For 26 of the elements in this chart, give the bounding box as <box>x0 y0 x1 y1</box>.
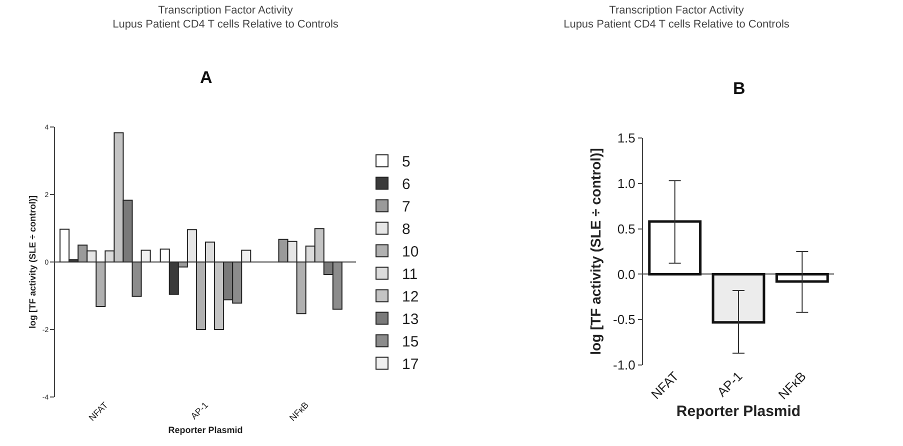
text: A <box>200 68 212 87</box>
legend-label: 5 <box>402 154 410 171</box>
text: B <box>733 79 746 98</box>
legend-label: 6 <box>402 176 410 194</box>
legend-label: 17 <box>402 356 419 374</box>
legend-label: 15 <box>402 334 419 351</box>
y-axis-title: log [TF activity (SLE ÷ control)] <box>588 148 604 355</box>
legend-label: 10 <box>402 244 419 261</box>
x-axis-title: Reporter Plasmid <box>168 424 243 435</box>
legend-label: 12 <box>402 288 419 306</box>
legend-label: 13 <box>402 311 419 328</box>
y-tick-label: -0.5 <box>612 312 636 328</box>
legend-label: 8 <box>402 221 410 238</box>
chart-title: Transcription Factor Activity <box>609 4 744 16</box>
chart-title: Transcription Factor Activity <box>158 4 294 16</box>
y-tick-label: -1.0 <box>612 358 636 373</box>
chart-subtitle: Lupus Patient CD4 T cells Relative to Controls <box>564 18 790 31</box>
y-axis-title: log [TF activity (SLE ÷ control)] <box>28 196 38 328</box>
y-tick-label: 1.5 <box>617 130 636 146</box>
legend-label: 11 <box>402 266 418 284</box>
y-tick-label: 0.5 <box>617 221 636 236</box>
y-tick-label: 0.0 <box>617 266 636 282</box>
chart-subtitle: Lupus Patient CD4 T cells Relative to Controls <box>112 18 339 31</box>
legend-label: 7 <box>402 198 410 216</box>
x-axis-title: Reporter Plasmid <box>676 403 801 420</box>
y-tick-label: 1.0 <box>617 176 636 191</box>
